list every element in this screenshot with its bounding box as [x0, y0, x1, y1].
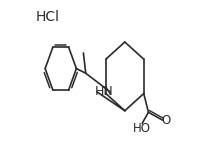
Text: HO: HO — [133, 122, 151, 135]
Text: HCl: HCl — [36, 10, 60, 24]
Text: O: O — [161, 114, 171, 127]
Text: HN: HN — [94, 86, 113, 98]
